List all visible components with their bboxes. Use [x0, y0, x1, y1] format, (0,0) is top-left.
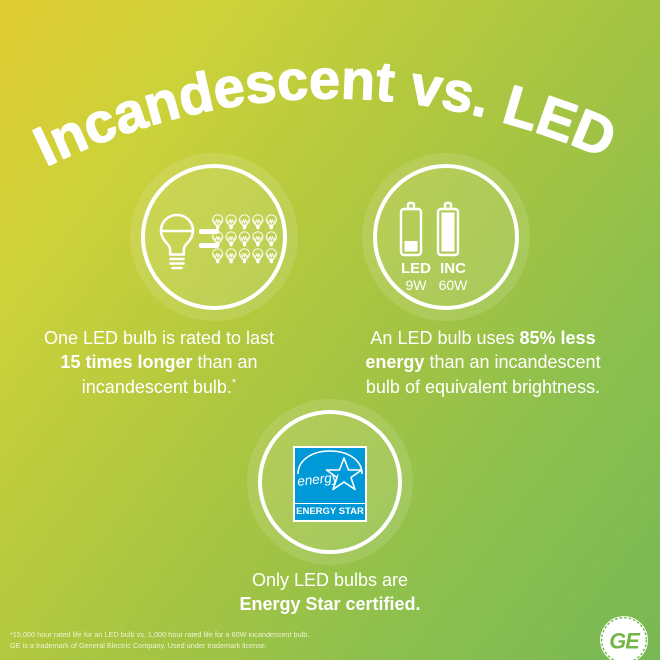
svg-text:Incandescent vs. LED: Incandescent vs. LED — [24, 47, 625, 178]
svg-text:GE: GE — [609, 628, 641, 653]
